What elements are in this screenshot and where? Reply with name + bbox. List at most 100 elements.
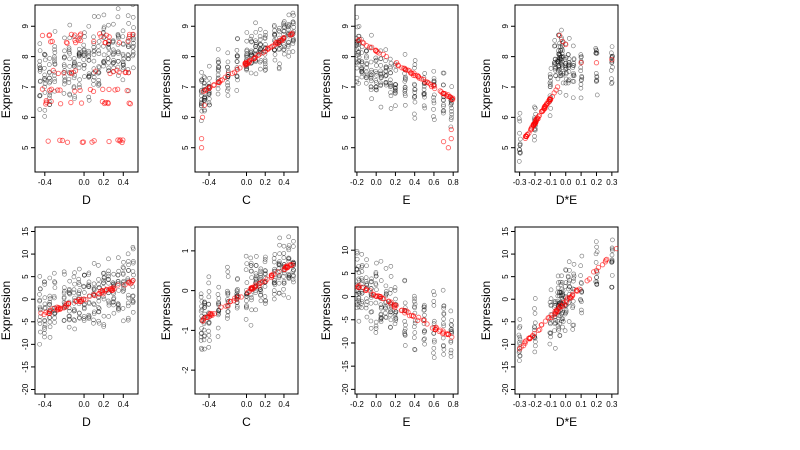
raw-point [42,322,48,328]
raw-point [431,114,436,119]
fitted-point [54,307,61,313]
raw-point [52,79,58,84]
raw-point [72,63,77,69]
fitted-point [270,43,276,49]
raw-point [106,271,111,277]
raw-point [257,27,263,32]
raw-point [225,316,230,321]
raw-point [517,323,523,329]
raw-point [62,78,68,84]
raw-point [364,299,370,304]
raw-point [42,114,47,119]
raw-point [106,68,111,74]
raw-point [206,320,212,325]
raw-point [115,33,121,38]
fitted-point [410,313,417,319]
fitted-point [243,59,249,66]
raw-point [378,56,384,62]
raw-point [516,159,522,164]
raw-point [206,274,212,280]
raw-point [422,312,427,318]
raw-point [518,136,523,142]
fitted-point [96,291,102,297]
raw-point [258,266,264,272]
raw-point [356,81,361,86]
y-tick-label: -5 [501,318,510,326]
fitted-point [98,33,104,40]
raw-point [42,52,47,58]
raw-point [131,259,136,264]
fitted-point [72,39,79,46]
fitted-point [415,74,421,80]
y-tick-label: 5 [21,274,30,279]
raw-point [364,263,369,269]
raw-point [594,92,600,98]
raw-point [234,53,240,59]
fitted-point [117,137,123,143]
raw-point [571,71,576,76]
raw-point [81,47,87,52]
raw-point [449,115,454,120]
raw-point [249,307,254,313]
raw-point [37,69,43,74]
raw-point [363,302,369,308]
raw-point [547,113,553,119]
raw-point [271,296,277,302]
raw-point [373,58,379,64]
raw-point [431,299,437,304]
raw-point [392,321,398,327]
raw-point [130,309,136,315]
raw-point [202,108,207,114]
raw-point [244,67,249,73]
raw-point [131,43,136,49]
fitted-point [288,32,294,38]
raw-point [359,59,365,64]
raw-point [248,255,254,261]
raw-point [101,63,106,69]
fitted-point [268,274,275,281]
raw-point [66,324,72,330]
x-tick-label: 0.2 [260,178,272,187]
x-tick-label: 0.4 [118,178,130,187]
raw-point [87,314,92,319]
raw-point [411,81,417,87]
raw-point [111,60,117,65]
raw-point [130,300,136,306]
x-tick-label: 0.8 [448,400,460,409]
raw-point [578,82,584,87]
raw-point [422,336,427,342]
raw-point [276,66,282,72]
raw-point [37,58,43,64]
raw-point [387,64,393,70]
raw-point [356,295,362,301]
raw-point [422,71,427,76]
raw-point [96,263,101,268]
x-axis-title: E [402,193,410,207]
raw-point [517,151,523,156]
raw-point [42,330,47,336]
fitted-point [38,310,44,316]
raw-point [131,25,136,30]
raw-point [52,56,57,62]
raw-point [565,52,571,58]
raw-point [62,288,67,294]
raw-point [368,318,374,324]
raw-point [111,271,117,277]
raw-point [356,58,362,64]
raw-point [76,82,82,88]
raw-point [579,75,585,80]
raw-point [42,295,48,300]
fitted-point [426,80,432,86]
raw-point [363,279,369,284]
raw-point [61,91,67,96]
raw-point [244,38,250,44]
raw-point [76,290,82,296]
fitted-point [528,126,535,132]
raw-point [276,28,282,33]
raw-point [567,268,572,273]
raw-point [71,287,77,292]
x-tick-label: 0.2 [591,178,603,187]
raw-point [47,275,53,281]
fitted-point [43,309,49,315]
raw-point [412,346,417,352]
